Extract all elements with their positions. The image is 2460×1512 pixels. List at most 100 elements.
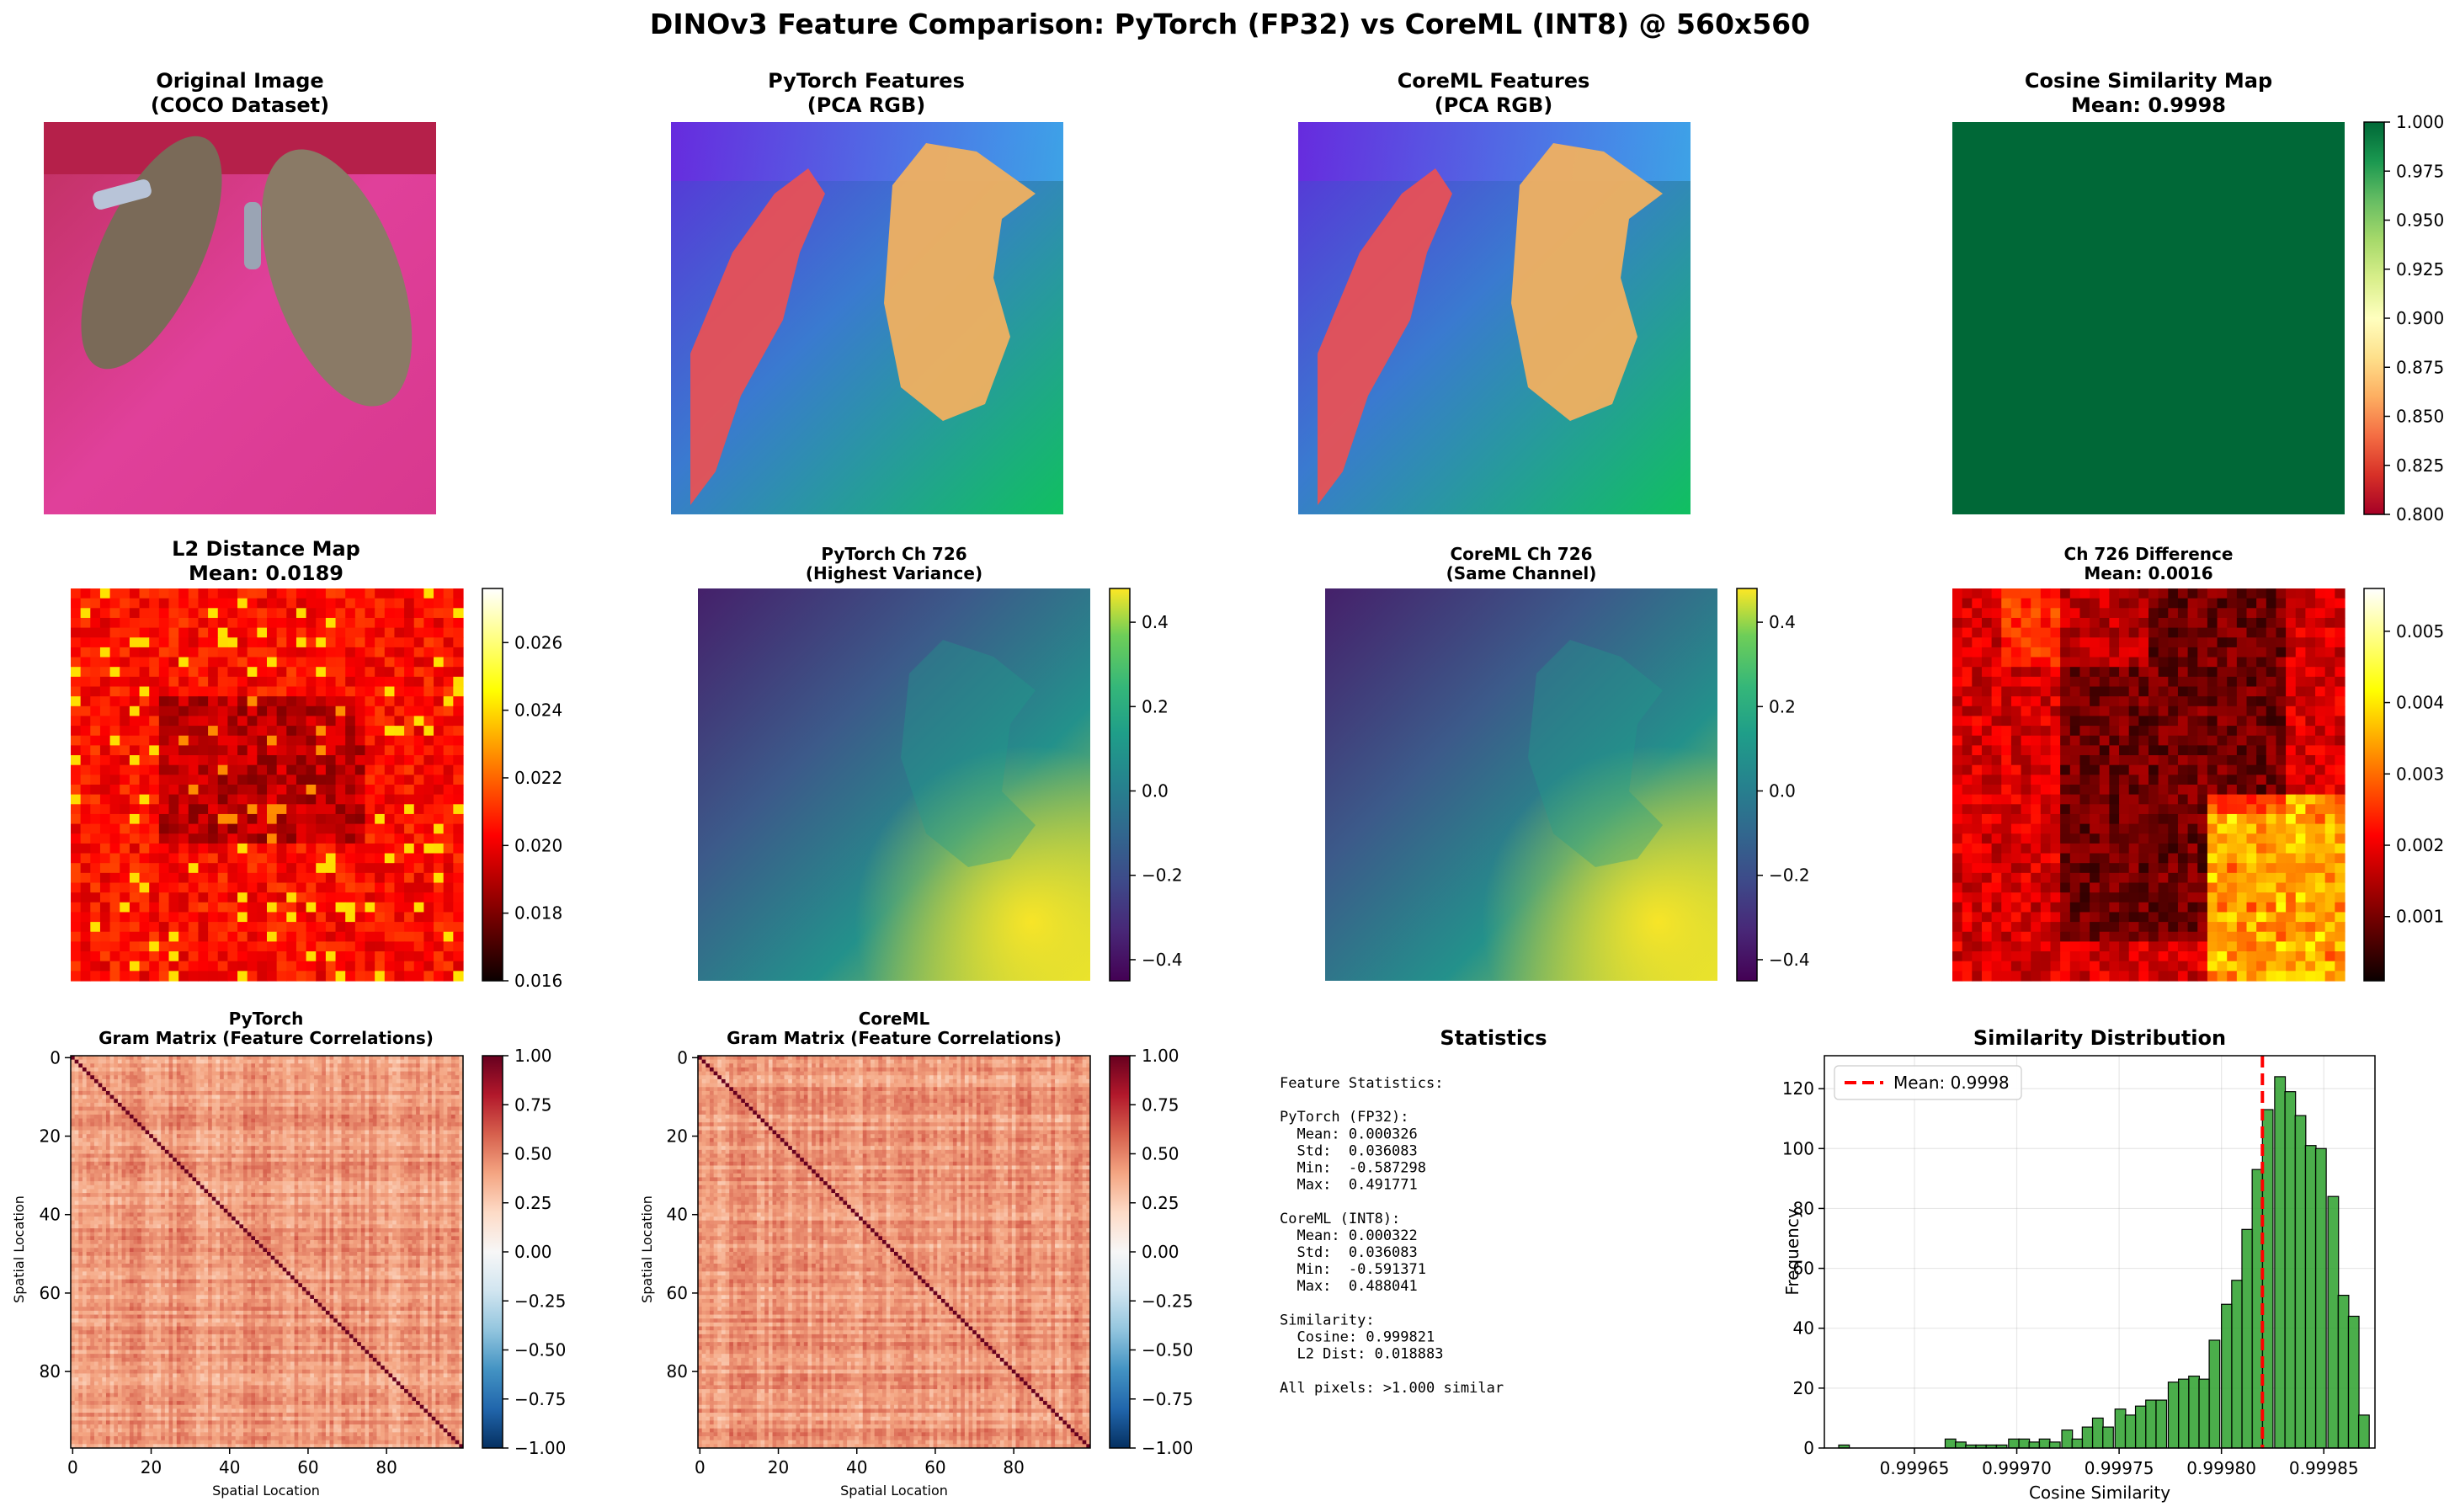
heatmap-cell: [355, 687, 365, 697]
heatmap-cell: [208, 844, 218, 854]
heatmap-cell: [444, 912, 454, 922]
heatmap-cell: [385, 785, 395, 795]
heatmap-cell: [365, 765, 375, 775]
heatmap-cell: [149, 902, 159, 913]
heatmap-cell: [237, 716, 248, 726]
heatmap-cell: [444, 716, 454, 726]
heatmap-cell: [227, 951, 237, 961]
heatmap-cell: [385, 804, 395, 814]
heatmap-cell: [198, 687, 208, 697]
heatmap-cell: [169, 628, 179, 638]
heatmap-cell: [404, 608, 414, 618]
heatmap-cell: [110, 706, 120, 716]
heatmap-cell: [248, 873, 258, 883]
heatmap-cell: [345, 608, 355, 618]
heatmap-cell: [100, 765, 110, 775]
heatmap-cell: [296, 608, 306, 618]
pca-feature-image: [671, 122, 1063, 514]
heatmap-cell: [453, 736, 463, 746]
heatmap-cell: [444, 736, 454, 746]
panel-subtitle: Mean: 0.0189: [189, 562, 343, 585]
heatmap-cell: [218, 873, 228, 883]
heatmap-cell: [306, 745, 317, 755]
heatmap-cell: [444, 932, 454, 942]
heatmap-cell: [120, 785, 130, 795]
heatmap-cell: [218, 941, 228, 951]
heatmap-cell: [434, 608, 444, 618]
heatmap-cell: [71, 844, 81, 854]
heatmap-cell: [385, 951, 395, 961]
heatmap-cell: [394, 677, 404, 687]
heatmap-cell: [71, 755, 81, 765]
heatmap-cell: [355, 951, 365, 961]
heatmap-cell: [345, 795, 355, 805]
heatmap-cell: [336, 706, 346, 716]
heatmap-cell: [257, 795, 267, 805]
heatmap-cell: [453, 658, 463, 668]
heatmap-cell: [208, 706, 218, 716]
heatmap-cell: [365, 824, 375, 834]
heatmap-cell: [90, 844, 100, 854]
heatmap-cell: [120, 951, 130, 961]
heatmap-cell: [355, 785, 365, 795]
heatmap-cell: [257, 608, 267, 618]
heatmap-cell: [326, 883, 336, 893]
heatmap-cell: [375, 745, 385, 755]
heatmap-cell: [444, 941, 454, 951]
heatmap-cell: [237, 687, 248, 697]
heatmap-cell: [385, 961, 395, 972]
heatmap-cell: [286, 804, 296, 814]
heatmap-cell: [355, 892, 365, 902]
heatmap-cell: [120, 588, 130, 599]
heatmap-cell: [218, 892, 228, 902]
heatmap-cell: [218, 854, 228, 864]
heatmap-cell: [286, 902, 296, 913]
heatmap-cell: [90, 892, 100, 902]
heatmap-cell: [100, 971, 110, 981]
heatmap-cell: [404, 765, 414, 775]
heatmap-cell: [218, 599, 228, 609]
heatmap-cell: [306, 667, 317, 677]
heatmap-cell: [257, 961, 267, 972]
heatmap-cell: [248, 844, 258, 854]
heatmap-cell: [423, 628, 434, 638]
heatmap-cell: [453, 765, 463, 775]
heatmap-cell: [140, 618, 150, 628]
heatmap-cell: [120, 854, 130, 864]
heatmap-cell: [140, 599, 150, 609]
heatmap-cell: [444, 873, 454, 883]
heatmap-cell: [248, 795, 258, 805]
heatmap-cell: [178, 726, 189, 736]
heatmap-cell: [100, 599, 110, 609]
heatmap-cell: [90, 932, 100, 942]
heatmap-cell: [178, 854, 189, 864]
heatmap-cell: [394, 932, 404, 942]
heatmap-cell: [414, 854, 424, 864]
heatmap-cell: [227, 628, 237, 638]
heatmap-cell: [306, 706, 317, 716]
heatmap-cell: [296, 706, 306, 716]
pca-feature-image: [1298, 122, 1691, 514]
heatmap-cell: [257, 814, 267, 824]
heatmap-cell: [444, 765, 454, 775]
heatmap-cell: [375, 912, 385, 922]
heatmap-cell: [267, 785, 277, 795]
heatmap-cell: [140, 628, 150, 638]
heatmap-cell: [178, 677, 189, 687]
heatmap-cell: [434, 785, 444, 795]
heatmap-cell: [149, 647, 159, 658]
heatmap-cell: [100, 833, 110, 844]
heatmap-cell: [130, 873, 140, 883]
heatmap-cell: [267, 775, 277, 785]
heatmap-cell: [453, 863, 463, 873]
heatmap-cell: [404, 696, 414, 706]
heatmap-cell: [434, 745, 444, 755]
heatmap-cell: [365, 637, 375, 647]
heatmap-cell: [385, 745, 395, 755]
heatmap-cell: [453, 647, 463, 658]
colorbar-tick-label: 0.950: [2396, 210, 2444, 231]
heatmap-cell: [208, 696, 218, 706]
heatmap-cell: [365, 608, 375, 618]
heatmap-cell: [444, 599, 454, 609]
heatmap-cell: [267, 912, 277, 922]
